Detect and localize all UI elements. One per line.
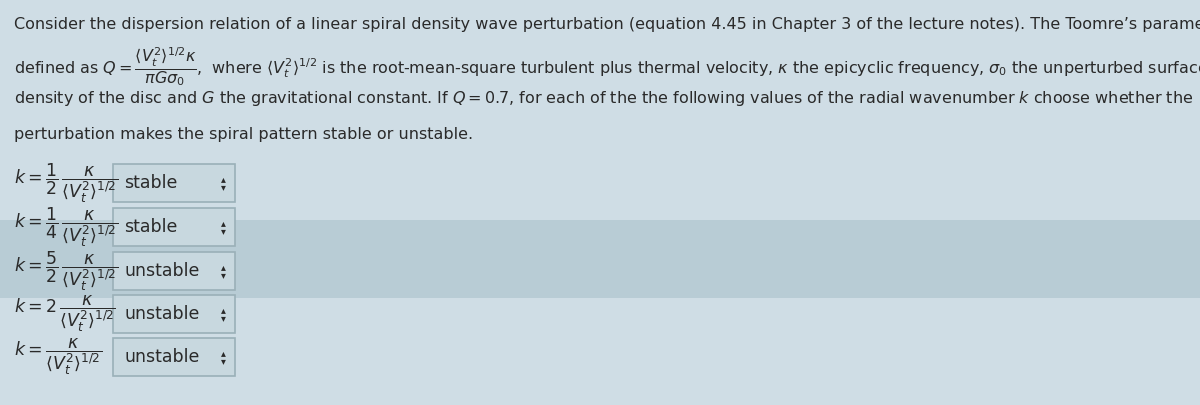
- Text: stable: stable: [124, 218, 178, 236]
- Text: $k = 2\,\dfrac{\kappa}{\langle V_t^2 \rangle^{1/2}}$: $k = 2\,\dfrac{\kappa}{\langle V_t^2 \ra…: [14, 294, 116, 334]
- Text: Consider the dispersion relation of a linear spiral density wave perturbation (e: Consider the dispersion relation of a li…: [14, 17, 1200, 32]
- Text: $k = \dfrac{\kappa}{\langle V_t^2 \rangle^{1/2}}$: $k = \dfrac{\kappa}{\langle V_t^2 \rangl…: [14, 337, 102, 377]
- FancyBboxPatch shape: [113, 295, 235, 333]
- Text: ▴
▾: ▴ ▾: [221, 348, 226, 366]
- Text: ▴
▾: ▴ ▾: [221, 174, 226, 192]
- Text: density of the disc and $G$ the gravitational constant. If $Q = 0.7$, for each o: density of the disc and $G$ the gravitat…: [14, 89, 1193, 108]
- Text: unstable: unstable: [124, 305, 199, 323]
- FancyBboxPatch shape: [113, 252, 235, 290]
- Text: ▴
▾: ▴ ▾: [221, 305, 226, 323]
- Text: defined as $Q = \dfrac{\langle V_t^2 \rangle^{1/2}\kappa}{\pi G\sigma_0}$,  wher: defined as $Q = \dfrac{\langle V_t^2 \ra…: [14, 45, 1200, 88]
- FancyBboxPatch shape: [113, 208, 235, 246]
- Text: unstable: unstable: [124, 262, 199, 280]
- Text: ▴
▾: ▴ ▾: [221, 218, 226, 236]
- Text: ▴
▾: ▴ ▾: [221, 262, 226, 280]
- FancyBboxPatch shape: [113, 338, 235, 376]
- Text: $k = \dfrac{1}{2}\,\dfrac{\kappa}{\langle V_t^2 \rangle^{1/2}}$: $k = \dfrac{1}{2}\,\dfrac{\kappa}{\langl…: [14, 161, 118, 205]
- Text: unstable: unstable: [124, 348, 199, 366]
- Text: stable: stable: [124, 174, 178, 192]
- Text: $k = \dfrac{1}{4}\,\dfrac{\kappa}{\langle V_t^2 \rangle^{1/2}}$: $k = \dfrac{1}{4}\,\dfrac{\kappa}{\langl…: [14, 205, 118, 249]
- Text: $k = \dfrac{5}{2}\,\dfrac{\kappa}{\langle V_t^2 \rangle^{1/2}}$: $k = \dfrac{5}{2}\,\dfrac{\kappa}{\langl…: [14, 249, 118, 293]
- FancyBboxPatch shape: [113, 164, 235, 202]
- Text: perturbation makes the spiral pattern stable or unstable.: perturbation makes the spiral pattern st…: [14, 127, 473, 142]
